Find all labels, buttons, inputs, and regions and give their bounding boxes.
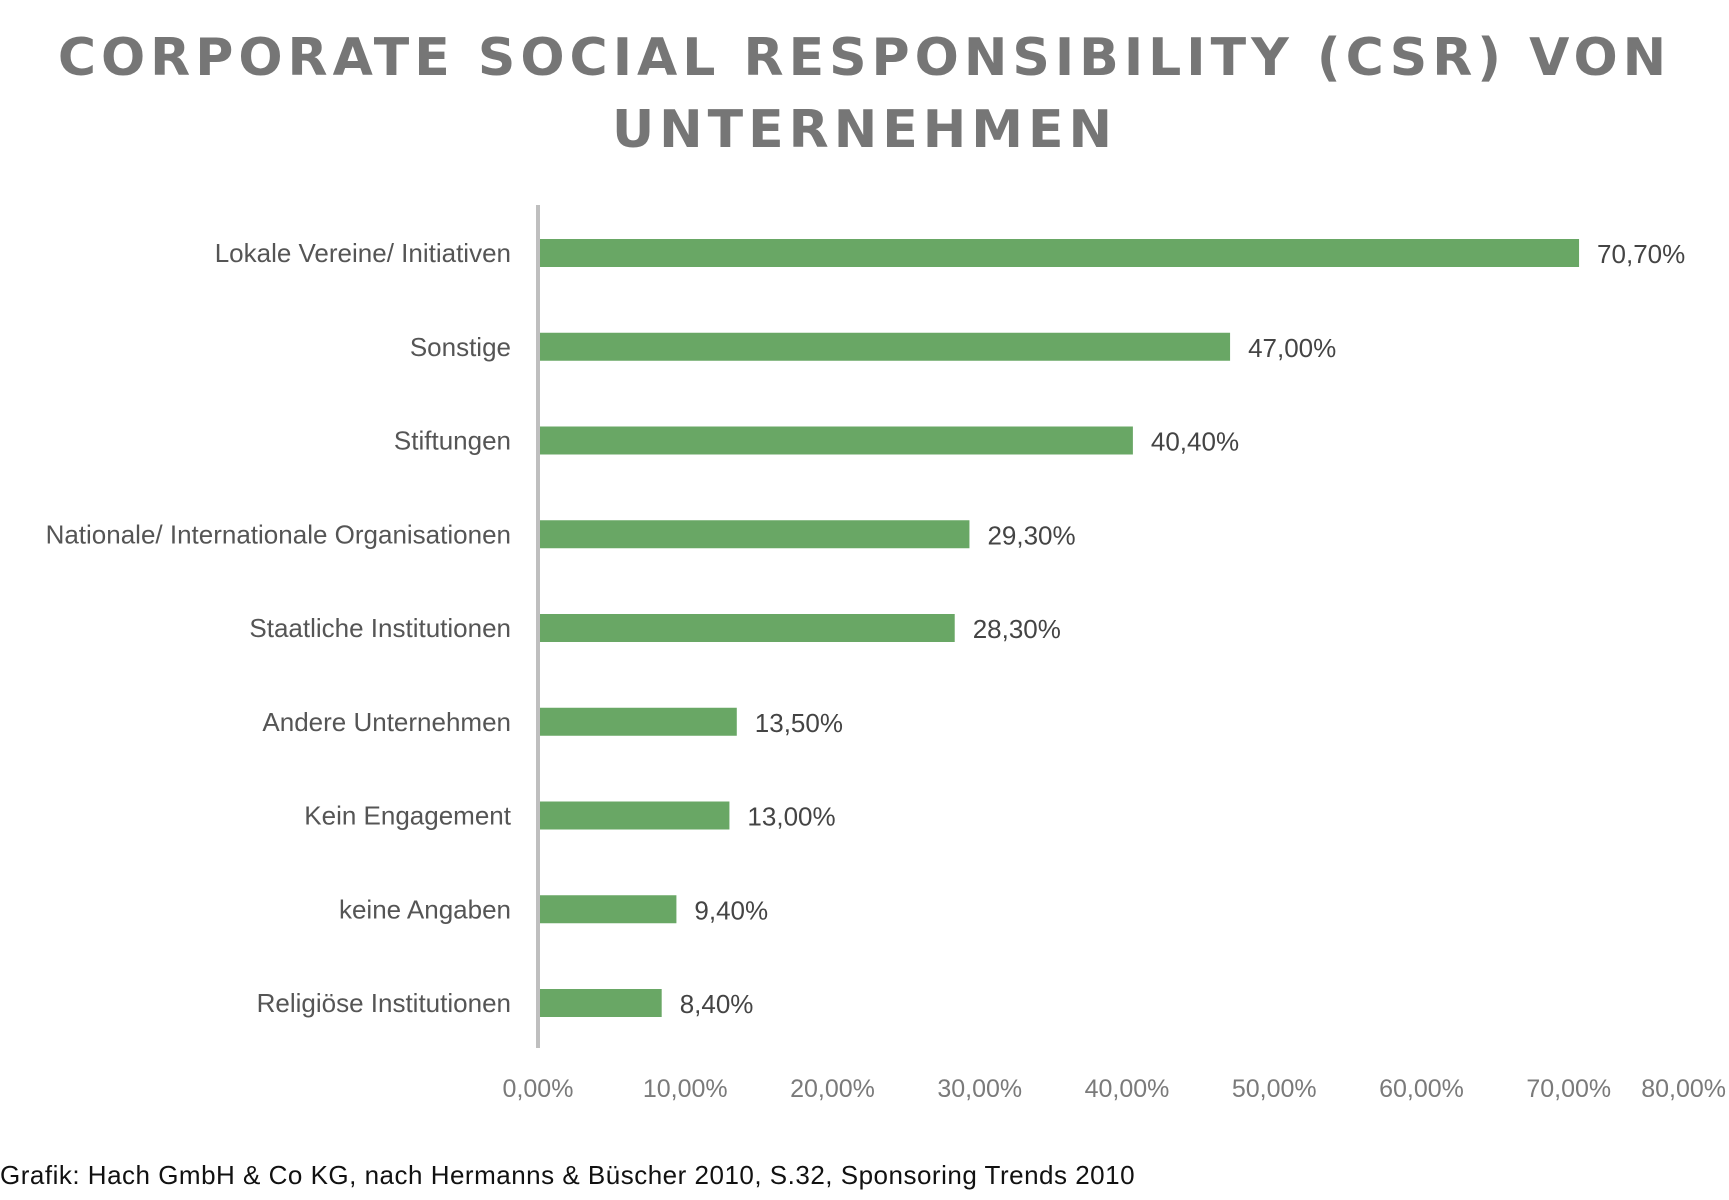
x-tick-label: 30,00% (937, 1075, 1022, 1103)
data-label: 8,40% (680, 989, 754, 1019)
bar (539, 614, 955, 642)
bar (539, 989, 662, 1017)
bar (539, 801, 730, 830)
category-label: Religiöse Institutionen (257, 988, 511, 1018)
category-label: Lokale Vereine/ Initiativen (215, 238, 511, 268)
bar (539, 707, 737, 736)
data-label: 28,30% (973, 614, 1061, 644)
data-label: 13,00% (747, 802, 835, 832)
bar (539, 426, 1133, 455)
x-tick-label: 20,00% (790, 1075, 875, 1103)
data-label: 13,50% (755, 708, 843, 738)
x-tick-label: 70,00% (1526, 1075, 1611, 1103)
data-label: 47,00% (1248, 333, 1336, 363)
category-labels-layer: Lokale Vereine/ Initiativen Sonstige Stift… (46, 238, 512, 1018)
bars-layer (539, 239, 1580, 1017)
value-labels-layer: 70,70% 47,00% 40,40% 29,30% 28,30% 13,50% 13,0… (680, 239, 1686, 1019)
x-tick-label: 0,00% (503, 1075, 574, 1103)
chart-title: CORPORATE SOCIAL RESPONSIBILITY (CSR) VO… (57, 28, 1672, 160)
x-axis-ticks-layer: 0,00% 10,00% 20,00% 30,00% 40,00% 50,00% 60,00… (503, 1075, 1726, 1103)
data-label: 9,40% (694, 895, 768, 925)
data-label: 40,40% (1151, 427, 1239, 457)
category-label: Stiftungen (394, 426, 511, 456)
bar (539, 895, 677, 924)
category-label: Andere Unternehmen (262, 707, 511, 737)
category-label: Kein Engagement (304, 801, 511, 831)
x-tick-label: 40,00% (1085, 1075, 1170, 1103)
category-label: Sonstige (410, 332, 511, 362)
x-tick-label: 50,00% (1232, 1075, 1317, 1103)
x-tick-label: 60,00% (1379, 1075, 1464, 1103)
data-label: 29,30% (987, 520, 1075, 550)
x-tick-label: 80,00% (1641, 1075, 1726, 1103)
data-label: 70,70% (1597, 239, 1685, 269)
bar (539, 332, 1231, 361)
category-label: Staatliche Institutionen (249, 613, 511, 643)
bar (539, 239, 1580, 267)
bar (539, 520, 970, 549)
source-note: Grafik: Hach GmbH & Co KG, nach Hermanns… (0, 1160, 1136, 1190)
x-tick-label: 10,00% (643, 1075, 728, 1103)
category-label: keine Angaben (339, 894, 511, 924)
category-label: Nationale/ Internationale Organisationen (46, 519, 511, 549)
